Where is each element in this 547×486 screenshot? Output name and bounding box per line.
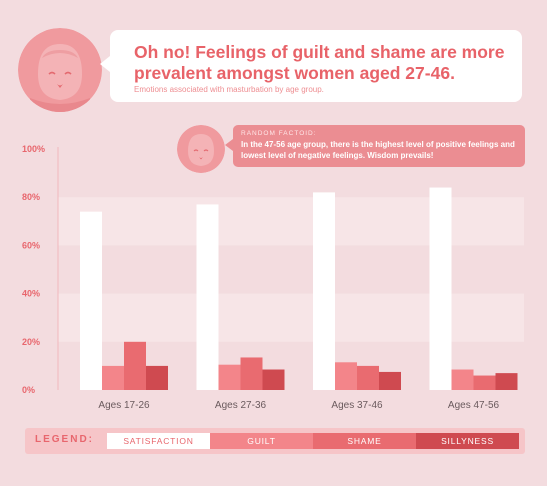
legend-item-sillyness: SILLYNESS xyxy=(416,433,519,449)
grid-band xyxy=(58,293,524,342)
bar-satisfaction xyxy=(429,187,452,390)
bar-guilt xyxy=(335,362,357,390)
x-tick-label: Ages 37-46 xyxy=(331,400,383,411)
x-tick-label: Ages 47-56 xyxy=(448,400,500,411)
legend-item-satisfaction: SATISFACTION xyxy=(107,433,210,449)
bar-guilt xyxy=(218,364,241,390)
factoid-label: RANDOM FACTOID: xyxy=(241,130,317,137)
y-tick-label: 0% xyxy=(22,385,35,395)
avatar-small-icon xyxy=(177,125,225,173)
bar-sillyness xyxy=(146,365,168,390)
y-tick-label: 60% xyxy=(22,240,40,250)
y-tick-label: 100% xyxy=(22,144,45,154)
y-tick-label: 80% xyxy=(22,192,40,202)
bar-shame xyxy=(240,357,263,390)
bar-shame xyxy=(357,365,379,390)
legend-title: LEGEND: xyxy=(35,434,94,445)
bar-satisfaction xyxy=(80,211,102,390)
x-tick-label: Ages 17-26 xyxy=(98,400,150,411)
bar-sillyness xyxy=(495,373,518,390)
bar-guilt xyxy=(102,365,124,390)
bar-sillyness xyxy=(262,369,285,390)
legend-item-shame: SHAME xyxy=(313,433,416,449)
legend: LEGEND: SATISFACTION GUILT SHAME SILLYNE… xyxy=(25,428,525,454)
avatar-icon xyxy=(18,28,102,112)
factoid-text: In the 47-56 age group, there is the hig… xyxy=(241,140,515,160)
bar-satisfaction xyxy=(196,204,219,390)
headline: Oh no! Feelings of guilt and shame are m… xyxy=(134,42,505,83)
y-tick-label: 20% xyxy=(22,337,40,347)
bar-shame xyxy=(473,375,496,390)
x-tick-label: Ages 27-36 xyxy=(215,400,267,411)
legend-item-guilt: GUILT xyxy=(210,433,313,449)
subtitle: Emotions associated with masturbation by… xyxy=(134,85,324,94)
y-tick-label: 40% xyxy=(22,289,40,299)
headline-bubble: Oh no! Feelings of guilt and shame are m… xyxy=(100,30,522,102)
bar-guilt xyxy=(451,369,474,390)
grid-band xyxy=(58,197,524,246)
factoid-bubble: RANDOM FACTOID: In the 47-56 age group, … xyxy=(225,125,525,167)
bar-sillyness xyxy=(379,371,401,390)
bar-shame xyxy=(124,341,146,390)
bar-satisfaction xyxy=(313,192,335,390)
